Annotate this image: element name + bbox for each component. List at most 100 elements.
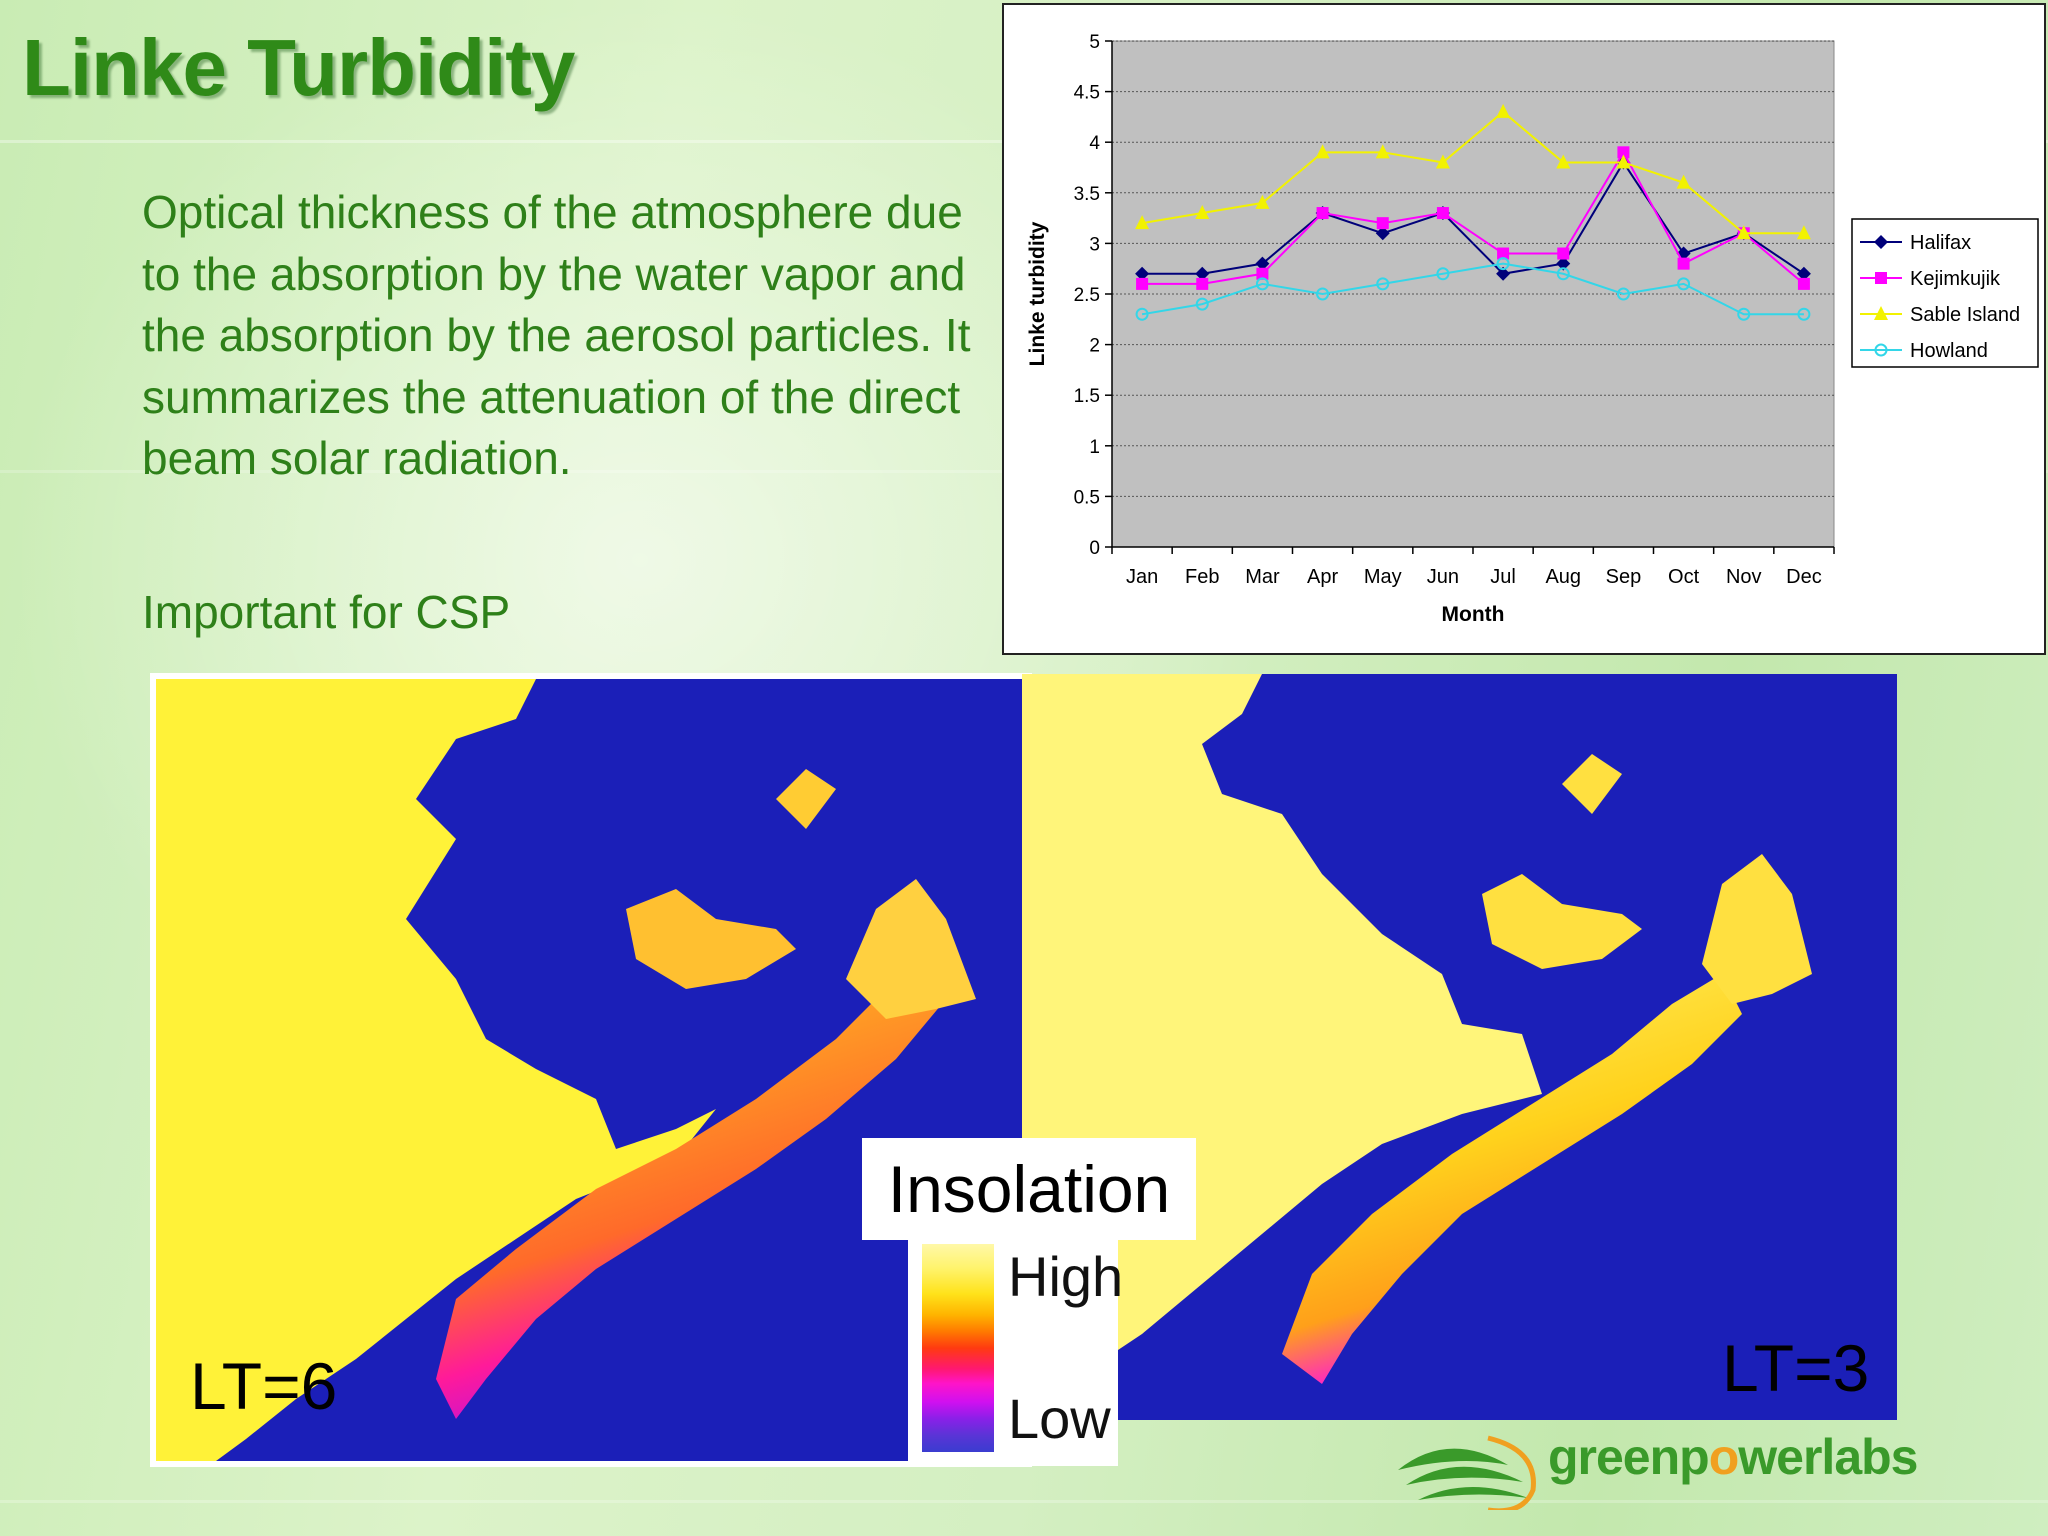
data-point-sable-island xyxy=(1315,144,1330,159)
legend-label-howland: Howland xyxy=(1910,340,1988,362)
y-tick-label: 4 xyxy=(1089,133,1100,154)
slide-title: Linke Turbidity xyxy=(22,23,575,112)
x-tick-label: Sep xyxy=(1606,566,1642,588)
y-tick-label: 2 xyxy=(1089,336,1100,357)
x-tick-label: Aug xyxy=(1545,566,1581,588)
map-left-label: LT=6 xyxy=(190,1349,338,1423)
map-lt3 xyxy=(1022,674,1897,1420)
chart-svg: 0 0.5 1 1.5 2 2.5 3 3.5 4 4.5 5 Jan Feb Mar Apr May Jun J… xyxy=(1026,32,2039,626)
data-point-sable-island xyxy=(1616,154,1631,169)
data-point-sable-island xyxy=(1736,225,1751,240)
x-tick-label: Jan xyxy=(1126,566,1158,588)
y-tick-label: 4.5 xyxy=(1074,83,1100,104)
data-point-sable-island xyxy=(1375,144,1390,159)
data-point-sable-island xyxy=(1796,225,1811,240)
cape-breton-shape xyxy=(846,879,976,1019)
data-point-kejimkujik xyxy=(1196,277,1209,290)
logo-text-4: werlabs xyxy=(1738,1429,1918,1485)
y-tick-label: 5 xyxy=(1089,32,1100,53)
greenpowerlabs-logo: greenpowerlabs xyxy=(1388,1420,1918,1514)
data-point-howland xyxy=(1616,287,1630,301)
data-point-howland xyxy=(1436,267,1450,281)
data-point-halifax xyxy=(1496,266,1511,281)
data-point-howland xyxy=(1677,277,1691,291)
x-tick-label: Apr xyxy=(1307,566,1338,588)
map-right-label: LT=3 xyxy=(1722,1331,1870,1405)
insolation-legend: High Low xyxy=(908,1236,1123,1466)
y-axis-label: Linke turbidity xyxy=(1026,221,1049,366)
data-point-halifax xyxy=(1556,256,1571,271)
cape-breton-shape xyxy=(1702,854,1812,1004)
y-tick-label: 3 xyxy=(1089,234,1100,255)
insolation-title: Insolation xyxy=(862,1138,1196,1240)
x-tick-label: Jun xyxy=(1427,566,1459,588)
data-point-sable-island xyxy=(1195,205,1210,220)
legend-label-kejimkujik: Kejimkujik xyxy=(1910,268,2001,290)
legend-low-label: Low xyxy=(1008,1387,1111,1450)
data-point-kejimkujik xyxy=(1557,247,1570,260)
nova-scotia-shape xyxy=(436,949,946,1419)
logo-text-3: o xyxy=(1708,1429,1740,1485)
x-tick-label: Feb xyxy=(1185,566,1219,588)
data-point-howland xyxy=(1255,277,1269,291)
data-point-howland xyxy=(1195,297,1209,311)
legend-marker-halifax xyxy=(1874,235,1888,249)
y-tick-label: 1.5 xyxy=(1074,386,1100,407)
turbidity-chart: 0 0.5 1 1.5 2 2.5 3 3.5 4 4.5 5 Jan Feb Mar Apr May Jun J… xyxy=(1002,3,2046,655)
data-point-halifax xyxy=(1255,256,1270,271)
x-tick-label: Nov xyxy=(1726,566,1762,588)
pei-shape xyxy=(1482,874,1642,969)
y-tick-label: 0 xyxy=(1089,538,1100,559)
data-point-sable-island xyxy=(1676,174,1691,189)
logo-text-2: p xyxy=(1679,1429,1710,1485)
y-tick-label: 1 xyxy=(1089,437,1100,458)
map-lt6 xyxy=(150,673,1032,1467)
data-point-howland xyxy=(1376,277,1390,291)
data-point-howland xyxy=(1737,307,1751,321)
data-point-kejimkujik xyxy=(1677,257,1690,270)
x-tick-label: Dec xyxy=(1786,566,1822,588)
y-tick-label: 2.5 xyxy=(1074,285,1100,306)
data-point-kejimkujik xyxy=(1617,146,1630,159)
data-point-halifax xyxy=(1796,266,1811,281)
data-point-sable-island xyxy=(1255,194,1270,209)
logo-text: greenpowerlabs xyxy=(1548,1428,1918,1486)
y-tick-label: 0.5 xyxy=(1074,487,1100,508)
island-shape xyxy=(776,769,836,829)
legend-label-halifax: Halifax xyxy=(1910,232,1971,254)
data-point-sable-island xyxy=(1135,215,1150,230)
island-shape xyxy=(1562,754,1622,814)
x-axis-label: Month xyxy=(1442,603,1505,626)
legend-marker-sable-island xyxy=(1874,306,1888,320)
data-point-halifax xyxy=(1375,226,1390,241)
mainland-shape xyxy=(156,679,716,1461)
logo-text-1: green xyxy=(1548,1429,1680,1485)
data-point-halifax xyxy=(1135,266,1150,281)
pei-shape xyxy=(626,889,796,989)
legend-marker-kejimkujik xyxy=(1875,272,1887,284)
data-point-sable-island xyxy=(1496,103,1511,118)
x-tick-label: Mar xyxy=(1245,566,1280,588)
data-point-kejimkujik xyxy=(1256,267,1269,280)
y-tick-label: 3.5 xyxy=(1074,184,1100,205)
data-point-sable-island xyxy=(1435,154,1450,169)
nova-scotia-shape xyxy=(1282,974,1742,1384)
note-text: Important for CSP xyxy=(142,586,511,638)
data-point-howland xyxy=(1556,267,1570,281)
series-line-kejimkujik xyxy=(1142,150,1805,285)
data-point-howland xyxy=(1797,307,1811,321)
legend-marker-howland xyxy=(1874,343,1888,357)
x-tick-label: Oct xyxy=(1668,566,1700,588)
series-line-sable-island xyxy=(1141,110,1804,235)
x-tick-label: May xyxy=(1364,566,1402,588)
legend-label-sable-island: Sable Island xyxy=(1910,304,2020,326)
data-point-howland xyxy=(1496,257,1510,271)
x-tick-label: Jul xyxy=(1490,566,1516,588)
data-point-halifax xyxy=(1676,246,1691,261)
data-point-kejimkujik xyxy=(1497,247,1510,260)
data-point-kejimkujik xyxy=(1136,277,1149,290)
data-point-kejimkujik xyxy=(1797,277,1810,290)
data-point-howland xyxy=(1135,307,1149,321)
data-point-halifax xyxy=(1195,266,1210,281)
data-point-kejimkujik xyxy=(1436,207,1449,220)
